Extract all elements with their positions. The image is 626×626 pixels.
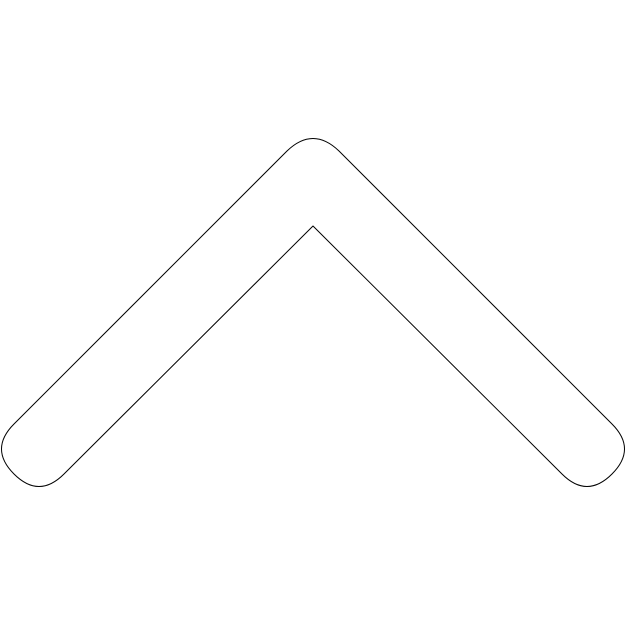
chevron-up-shape [2, 139, 625, 487]
